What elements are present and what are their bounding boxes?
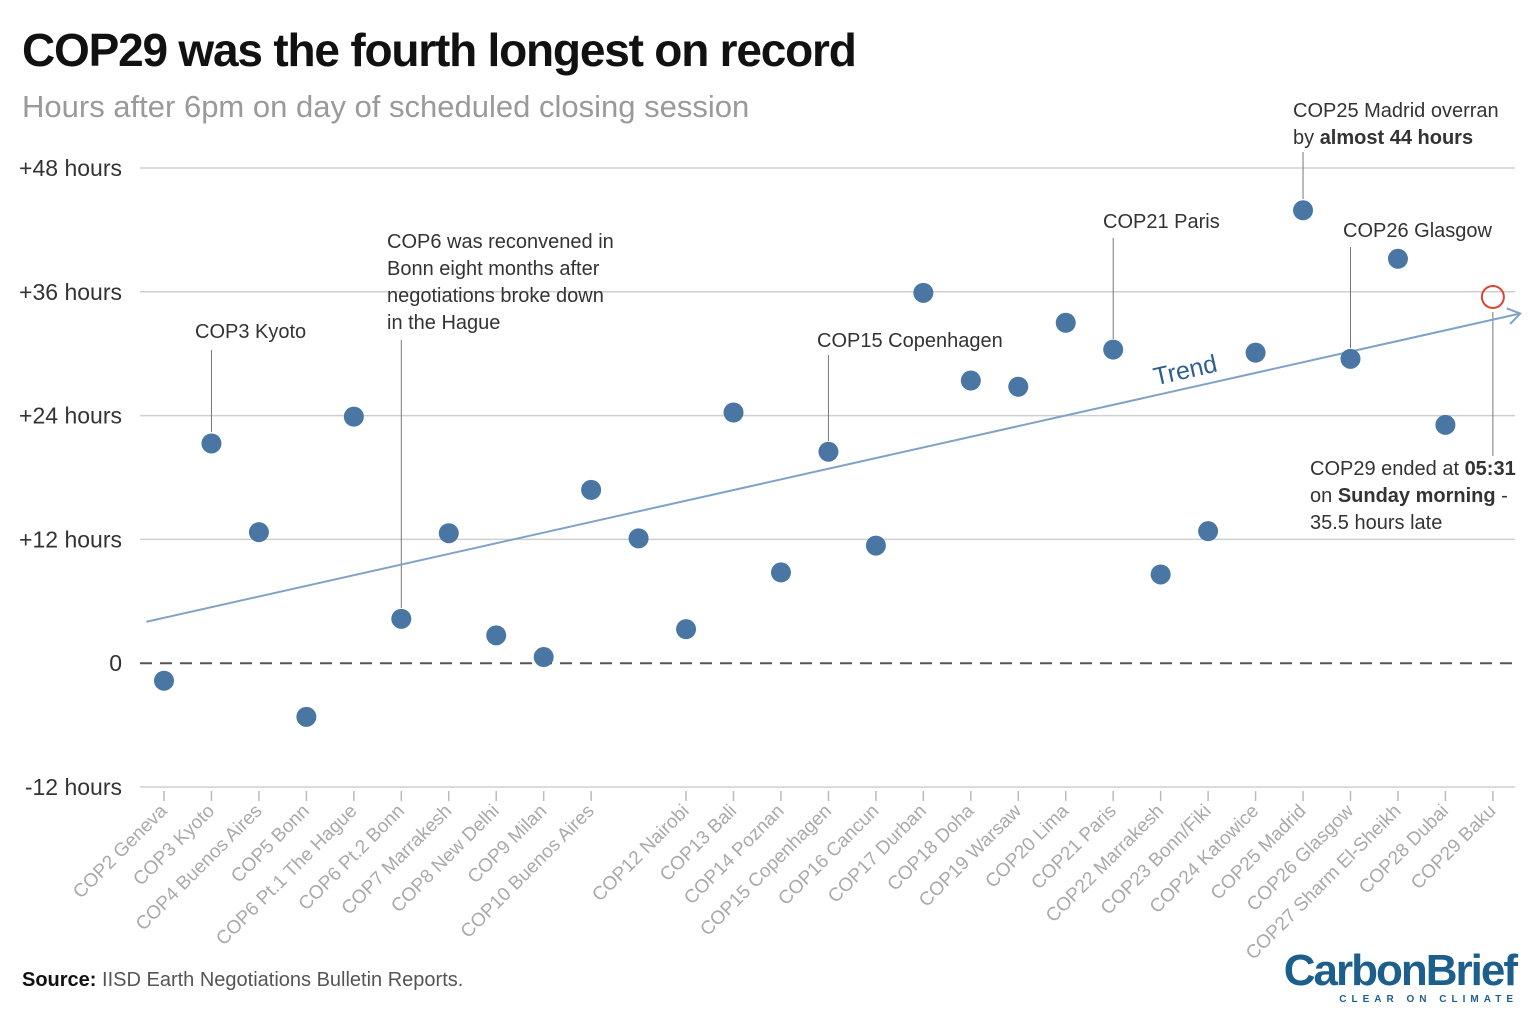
annotation-text: on (1310, 485, 1338, 507)
trend-arrow (1506, 307, 1522, 325)
source-text: Source: (22, 969, 96, 991)
trend-label: Trend (1151, 350, 1220, 391)
dot (1435, 414, 1456, 435)
source: Source: IISD Earth Negotiations Bulletin… (22, 969, 463, 991)
dot (1387, 248, 1408, 269)
source-text: IISD Earth Negotiations Bulletin Reports… (96, 969, 463, 991)
annotation-text: Sunday morning (1338, 485, 1496, 507)
dot (1245, 342, 1266, 363)
annotation: Bonn eight months after (387, 258, 600, 280)
dot (1150, 564, 1171, 585)
dot (533, 647, 554, 668)
annotation-text: - (1496, 485, 1508, 507)
logo-tagline: CLEAR ON CLIMATE (1339, 994, 1518, 1005)
chart-title: COP29 was the fourth longest on record (22, 24, 856, 76)
dot (1340, 348, 1361, 369)
annotation: by almost 44 hours (1293, 127, 1473, 149)
dot (676, 619, 697, 640)
y-tick-label: +12 hours (19, 526, 122, 552)
y-tick-label: +48 hours (19, 155, 122, 181)
annotation-text: COP3 Kyoto (195, 321, 306, 343)
trend-extension (1492, 312, 1521, 321)
annotation-text: in the Hague (387, 312, 500, 334)
annotation: COP6 was reconvened in (387, 231, 614, 253)
dot (438, 523, 459, 544)
y-tick-label: +36 hours (19, 279, 122, 305)
annotation-text: COP29 ended at (1310, 458, 1465, 480)
dot (343, 406, 364, 427)
logo: CarbonBrief (1284, 946, 1519, 995)
annotation-text: Bonn eight months after (387, 258, 600, 280)
trend-line (163, 318, 1494, 619)
annotation-text: almost 44 hours (1320, 127, 1473, 149)
annotation-text: 35.5 hours late (1310, 512, 1442, 534)
y-tick-label: -12 hours (25, 774, 122, 800)
annotation-text: COP6 was reconvened in (387, 231, 614, 253)
y-tick-label: 0 (109, 650, 122, 676)
dot (960, 370, 981, 391)
dot (1008, 376, 1029, 397)
dot (723, 402, 744, 423)
dot (296, 706, 317, 727)
dot (391, 608, 412, 629)
highlight-dot (1480, 284, 1505, 309)
annotation: in the Hague (387, 312, 500, 334)
dot (154, 670, 174, 691)
annotation-text: by (1293, 127, 1320, 149)
dot (1055, 312, 1076, 333)
dot (581, 479, 602, 500)
annotation-text: COP15 Copenhagen (817, 330, 1003, 352)
annotation: 35.5 hours late (1310, 512, 1442, 534)
annotation: COP25 Madrid overran (1293, 100, 1499, 122)
dot (770, 562, 791, 583)
dot (1103, 339, 1124, 360)
annotation: COP26 Glasgow (1343, 220, 1493, 242)
annotation: COP21 Paris (1103, 211, 1220, 233)
dot (913, 282, 934, 303)
annotation: on Sunday morning - (1310, 485, 1508, 507)
dot (628, 528, 649, 549)
trend-extension (146, 616, 165, 623)
dot (1293, 200, 1314, 221)
annotation-text: 05:31 (1465, 458, 1516, 480)
dot (248, 522, 269, 543)
dot (201, 433, 222, 454)
annotation-text: negotiations broke down (387, 285, 604, 307)
annotation-text: COP25 Madrid overran (1293, 100, 1499, 122)
annotation-text: COP21 Paris (1103, 211, 1220, 233)
dot (865, 535, 886, 556)
dot (818, 441, 839, 462)
annotation-text: COP26 Glasgow (1343, 220, 1493, 242)
chart-subtitle: Hours after 6pm on day of scheduled clos… (22, 89, 749, 124)
annotation: COP3 Kyoto (195, 321, 306, 343)
annotation: negotiations broke down (387, 285, 604, 307)
annotation: COP29 ended at 05:31 (1310, 458, 1516, 480)
y-tick-label: +24 hours (19, 403, 122, 429)
dot (486, 625, 507, 646)
annotation: COP15 Copenhagen (817, 330, 1003, 352)
dot (1198, 521, 1219, 542)
